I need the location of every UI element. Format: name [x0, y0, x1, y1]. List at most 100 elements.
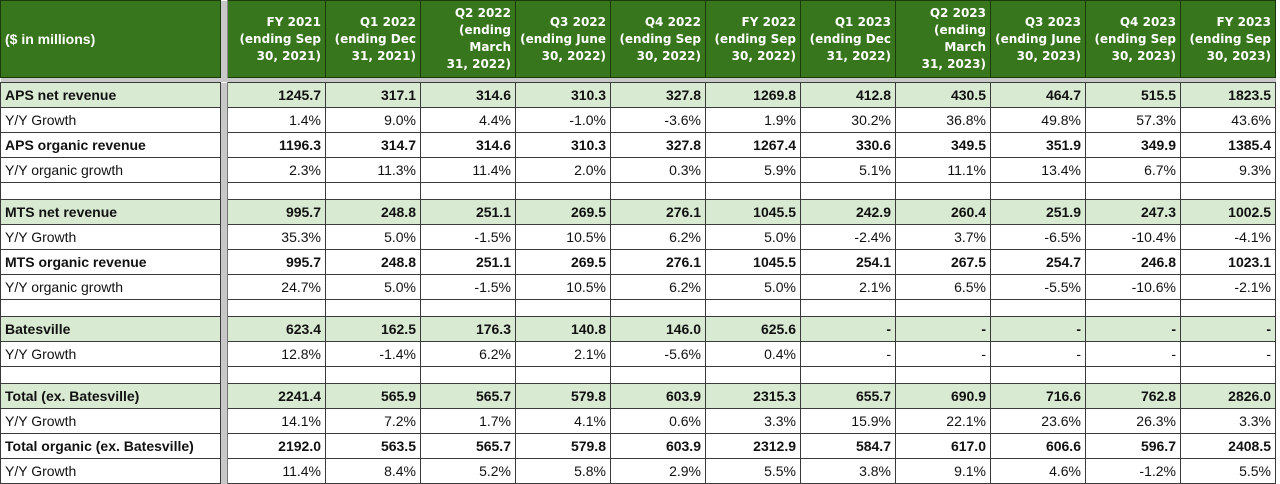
cell[interactable]	[420, 299, 516, 317]
cell[interactable]: 26.3%	[1085, 408, 1181, 434]
cell[interactable]: 2826.0	[1180, 383, 1276, 409]
cell[interactable]: 12.8%	[227, 341, 326, 367]
cell[interactable]: 254.1	[800, 249, 896, 275]
cell[interactable]: 146.0	[610, 316, 706, 342]
cell[interactable]: -	[895, 341, 991, 367]
cell[interactable]: 13.4%	[990, 157, 1086, 183]
cell[interactable]: -	[1085, 316, 1181, 342]
cell[interactable]: 140.8	[515, 316, 611, 342]
cell[interactable]: 1196.3	[227, 132, 326, 158]
cell[interactable]: 260.4	[895, 199, 991, 225]
cell[interactable]	[515, 366, 611, 384]
cell[interactable]: 1385.4	[1180, 132, 1276, 158]
cell[interactable]	[705, 299, 801, 317]
cell[interactable]	[610, 182, 706, 200]
cell[interactable]	[227, 182, 326, 200]
cell[interactable]: 584.7	[800, 433, 896, 459]
cell[interactable]: 5.1%	[800, 157, 896, 183]
cell[interactable]: 176.3	[420, 316, 516, 342]
row-label[interactable]: Batesville	[0, 316, 221, 342]
row-label[interactable]: Y/Y Growth	[0, 341, 221, 367]
cell[interactable]	[1180, 366, 1276, 384]
cell[interactable]: 9.1%	[895, 458, 991, 484]
row-label[interactable]	[0, 182, 221, 200]
cell[interactable]: 655.7	[800, 383, 896, 409]
cell[interactable]	[325, 366, 421, 384]
cell[interactable]: 330.6	[800, 132, 896, 158]
column-header[interactable]: FY 2022 (ending Sep 30, 2022)	[705, 0, 801, 78]
cell[interactable]: 351.9	[990, 132, 1086, 158]
cell[interactable]: -5.5%	[990, 274, 1086, 300]
cell[interactable]: 3.3%	[1180, 408, 1276, 434]
row-label[interactable]	[0, 366, 221, 384]
cell[interactable]: 327.8	[610, 132, 706, 158]
cell[interactable]: 251.1	[420, 199, 516, 225]
cell[interactable]: -	[1180, 316, 1276, 342]
cell[interactable]	[990, 299, 1086, 317]
cell[interactable]: -1.5%	[420, 224, 516, 250]
cell[interactable]: 2.0%	[515, 157, 611, 183]
cell[interactable]: 314.7	[325, 132, 421, 158]
cell[interactable]: 5.5%	[1180, 458, 1276, 484]
cell[interactable]: 579.8	[515, 433, 611, 459]
cell[interactable]: 565.7	[420, 383, 516, 409]
cell[interactable]: 314.6	[420, 82, 516, 108]
cell[interactable]: 10.5%	[515, 224, 611, 250]
cell[interactable]: 276.1	[610, 199, 706, 225]
cell[interactable]: 327.8	[610, 82, 706, 108]
cell[interactable]: 2241.4	[227, 383, 326, 409]
cell[interactable]	[800, 366, 896, 384]
cell[interactable]: -2.1%	[1180, 274, 1276, 300]
cell[interactable]	[895, 299, 991, 317]
column-header[interactable]: FY 2021 (ending Sep 30, 2021)	[227, 0, 326, 78]
cell[interactable]: 6.2%	[610, 274, 706, 300]
cell[interactable]: 10.5%	[515, 274, 611, 300]
column-header[interactable]: Q3 2022 (ending June 30, 2022)	[515, 0, 611, 78]
cell[interactable]: -1.0%	[515, 107, 611, 133]
cell[interactable]: 0.3%	[610, 157, 706, 183]
cell[interactable]: 4.6%	[990, 458, 1086, 484]
cell[interactable]: 1045.5	[705, 199, 801, 225]
cell[interactable]: 5.5%	[705, 458, 801, 484]
cell[interactable]: 267.5	[895, 249, 991, 275]
cell[interactable]: -2.4%	[800, 224, 896, 250]
row-label[interactable]: APS organic revenue	[0, 132, 221, 158]
cell[interactable]: 464.7	[990, 82, 1086, 108]
cell[interactable]: -	[1180, 341, 1276, 367]
cell[interactable]: -	[895, 316, 991, 342]
cell[interactable]: 11.3%	[325, 157, 421, 183]
cell[interactable]: 6.5%	[895, 274, 991, 300]
cell[interactable]: 3.8%	[800, 458, 896, 484]
cell[interactable]: 8.4%	[325, 458, 421, 484]
cell[interactable]: 0.4%	[705, 341, 801, 367]
row-label[interactable]: APS net revenue	[0, 82, 221, 108]
cell[interactable]: 276.1	[610, 249, 706, 275]
column-header[interactable]: Q2 2023 (ending March 31, 2023)	[895, 0, 991, 78]
cell[interactable]	[227, 366, 326, 384]
cell[interactable]: -	[800, 316, 896, 342]
frozen-pane-divider[interactable]	[220, 0, 228, 78]
cell[interactable]: 310.3	[515, 132, 611, 158]
cell[interactable]: 603.9	[610, 383, 706, 409]
cell[interactable]: 6.7%	[1085, 157, 1181, 183]
cell[interactable]: 762.8	[1085, 383, 1181, 409]
cell[interactable]: 617.0	[895, 433, 991, 459]
cell[interactable]: 5.8%	[515, 458, 611, 484]
cell[interactable]: 2408.5	[1180, 433, 1276, 459]
cell[interactable]: 1002.5	[1180, 199, 1276, 225]
cell[interactable]: 6.2%	[610, 224, 706, 250]
column-header[interactable]: Q4 2023 (ending Sep 30, 2023)	[1085, 0, 1181, 78]
cell[interactable]: 430.5	[895, 82, 991, 108]
cell[interactable]: -	[1085, 341, 1181, 367]
cell[interactable]: 22.1%	[895, 408, 991, 434]
cell[interactable]	[1180, 182, 1276, 200]
cell[interactable]: 15.9%	[800, 408, 896, 434]
cell[interactable]	[705, 366, 801, 384]
cell[interactable]: 43.6%	[1180, 107, 1276, 133]
column-header[interactable]: Q3 2023 (ending June 30, 2023)	[990, 0, 1086, 78]
cell[interactable]: 247.3	[1085, 199, 1181, 225]
cell[interactable]: 5.2%	[420, 458, 516, 484]
cell[interactable]: 11.4%	[227, 458, 326, 484]
cell[interactable]: -10.4%	[1085, 224, 1181, 250]
cell[interactable]: 579.8	[515, 383, 611, 409]
